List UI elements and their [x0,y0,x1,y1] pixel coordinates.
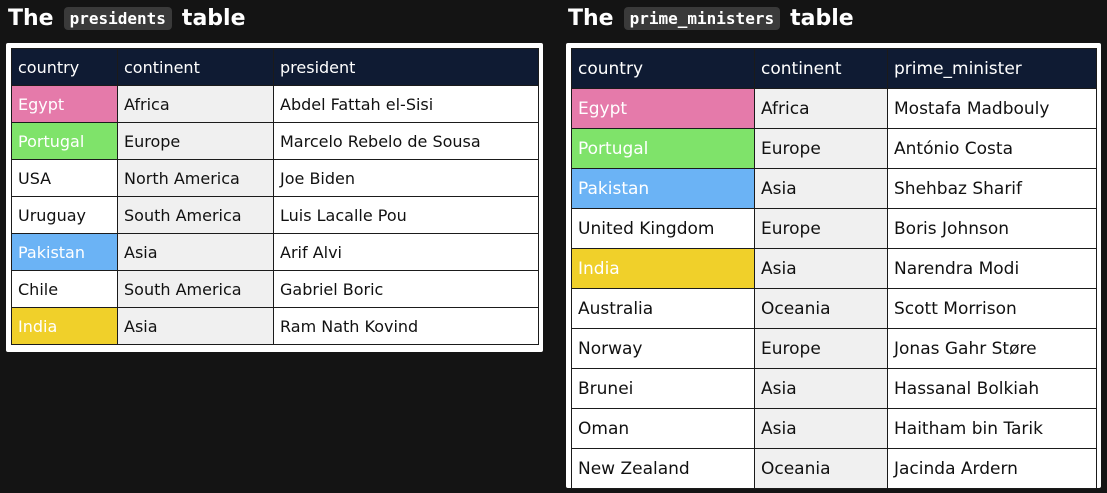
presidents-title-suffix: table [181,5,246,31]
country-cell: India [11,307,118,345]
prime-minister-cell: Jacinda Ardern [887,448,1097,489]
prime-minister-cell: Jonas Gahr Støre [887,328,1097,369]
presidents-table: country continent president Egypt Africa… [11,48,539,345]
prime-minister-cell: Hassanal Bolkiah [887,368,1097,409]
president-cell: Gabriel Boric [273,270,539,308]
prime-minister-cell: Boris Johnson [887,208,1097,249]
table-row: Egypt Africa Mostafa Madbouly [571,88,1097,129]
table-row: Oman Asia Haitham bin Tarik [571,408,1097,449]
country-cell: New Zealand [571,448,755,489]
prime-ministers-panel: The prime_ministers table [568,0,854,36]
prime-ministers-header-country: country [571,48,755,89]
table-row: Egypt Africa Abdel Fattah el-Sisi [11,85,539,123]
country-cell: Australia [571,288,755,329]
country-cell: Brunei [571,368,755,409]
continent-cell: Asia [117,307,274,345]
prime-ministers-header-row: country continent prime_minister [571,48,1097,89]
prime-minister-cell: Haitham bin Tarik [887,408,1097,449]
table-row: Norway Europe Jonas Gahr Støre [571,328,1097,369]
country-cell: Portugal [571,128,755,169]
president-cell: Luis Lacalle Pou [273,196,539,234]
prime-ministers-table: country continent prime_minister Egypt A… [571,48,1097,489]
president-cell: Joe Biden [273,159,539,197]
presidents-header-continent: continent [117,48,274,86]
presidents-table-name: presidents [63,6,172,30]
continent-cell: Europe [754,208,888,249]
country-cell: Uruguay [11,196,118,234]
presidents-header-president: president [273,48,539,86]
table-row: Pakistan Asia Arif Alvi [11,233,539,271]
prime-minister-cell: António Costa [887,128,1097,169]
table-row: India Asia Narendra Modi [571,248,1097,289]
continent-cell: Africa [117,85,274,123]
continent-cell: Africa [754,88,888,129]
country-cell: Egypt [571,88,755,129]
presidents-title-prefix: The [8,5,54,31]
president-cell: Ram Nath Kovind [273,307,539,345]
president-cell: Arif Alvi [273,233,539,271]
country-cell: India [571,248,755,289]
prime-ministers-table-name: prime_ministers [623,6,781,30]
prime-minister-cell: Scott Morrison [887,288,1097,329]
prime-ministers-title: The prime_ministers table [568,0,854,36]
table-row: Uruguay South America Luis Lacalle Pou [11,196,539,234]
presidents-panel: The presidents table [8,0,246,36]
continent-cell: South America [117,270,274,308]
continent-cell: Asia [754,248,888,289]
country-cell: Portugal [11,122,118,160]
presidents-title: The presidents table [8,0,246,36]
country-cell: USA [11,159,118,197]
continent-cell: Asia [754,168,888,209]
country-cell: Egypt [11,85,118,123]
table-row: India Asia Ram Nath Kovind [11,307,539,345]
table-row: Brunei Asia Hassanal Bolkiah [571,368,1097,409]
continent-cell: Asia [117,233,274,271]
table-row: Pakistan Asia Shehbaz Sharif [571,168,1097,209]
president-cell: Marcelo Rebelo de Sousa [273,122,539,160]
continent-cell: Oceania [754,448,888,489]
country-cell: Oman [571,408,755,449]
table-row: New Zealand Oceania Jacinda Ardern [571,448,1097,489]
country-cell: Chile [11,270,118,308]
continent-cell: Europe [754,328,888,369]
table-row: United Kingdom Europe Boris Johnson [571,208,1097,249]
continent-cell: North America [117,159,274,197]
country-cell: Pakistan [11,233,118,271]
continent-cell: Europe [117,122,274,160]
country-cell: Pakistan [571,168,755,209]
continent-cell: Europe [754,128,888,169]
presidents-header-row: country continent president [11,48,539,86]
table-row: Portugal Europe António Costa [571,128,1097,169]
country-cell: Norway [571,328,755,369]
prime-ministers-header-continent: continent [754,48,888,89]
prime-minister-cell: Shehbaz Sharif [887,168,1097,209]
continent-cell: Oceania [754,288,888,329]
table-row: Australia Oceania Scott Morrison [571,288,1097,329]
prime-ministers-title-suffix: table [790,5,854,31]
table-row: USA North America Joe Biden [11,159,539,197]
prime-minister-cell: Narendra Modi [887,248,1097,289]
continent-cell: Asia [754,368,888,409]
continent-cell: Asia [754,408,888,449]
table-row: Portugal Europe Marcelo Rebelo de Sousa [11,122,539,160]
president-cell: Abdel Fattah el-Sisi [273,85,539,123]
prime-ministers-header-prime-minister: prime_minister [887,48,1097,89]
prime-minister-cell: Mostafa Madbouly [887,88,1097,129]
continent-cell: South America [117,196,274,234]
prime-ministers-title-prefix: The [568,5,614,31]
presidents-header-country: country [11,48,118,86]
country-cell: United Kingdom [571,208,755,249]
table-row: Chile South America Gabriel Boric [11,270,539,308]
